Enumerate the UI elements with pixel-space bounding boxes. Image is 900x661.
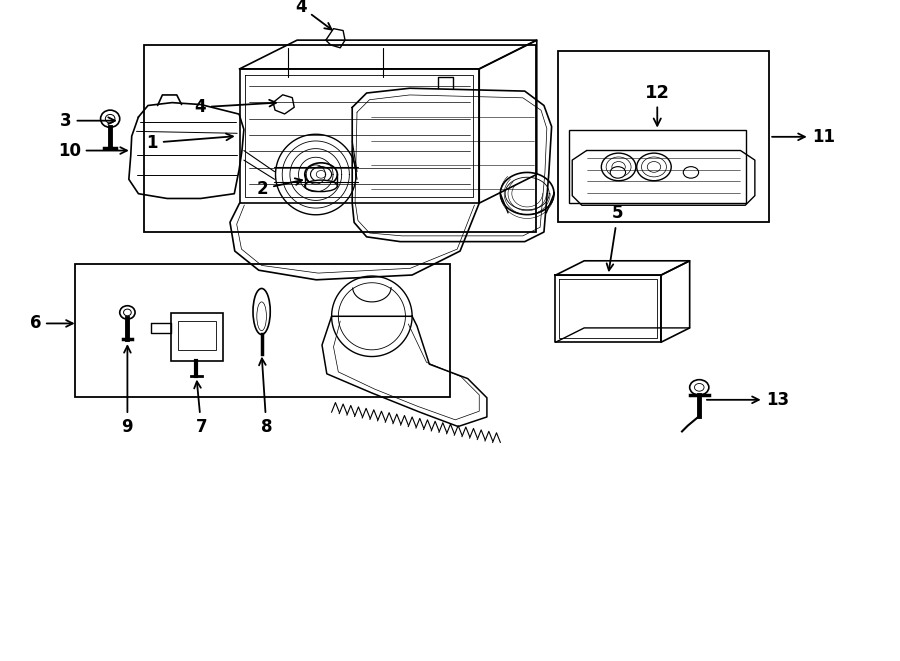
Ellipse shape	[305, 180, 338, 192]
Bar	[75, 264, 450, 397]
Ellipse shape	[610, 167, 626, 178]
Ellipse shape	[305, 163, 338, 186]
Ellipse shape	[253, 288, 270, 334]
Bar	[569, 130, 746, 204]
Ellipse shape	[601, 153, 636, 180]
Bar	[178, 321, 216, 350]
Text: 9: 9	[122, 346, 133, 436]
Text: 2: 2	[256, 178, 302, 198]
Text: 10: 10	[58, 141, 127, 159]
Text: 13: 13	[706, 391, 789, 408]
Text: 8: 8	[259, 358, 272, 436]
Ellipse shape	[101, 110, 120, 128]
Bar	[558, 52, 770, 222]
Bar	[144, 45, 536, 232]
Text: 12: 12	[644, 84, 670, 126]
Text: 4: 4	[295, 0, 331, 30]
Bar	[170, 313, 223, 362]
Text: 11: 11	[772, 128, 835, 146]
Text: 1: 1	[147, 134, 233, 152]
Text: 7: 7	[194, 381, 207, 436]
Text: 4: 4	[194, 98, 276, 116]
Text: 3: 3	[60, 112, 115, 130]
Ellipse shape	[636, 153, 671, 180]
Text: 5: 5	[607, 204, 624, 270]
Text: 6: 6	[30, 315, 73, 332]
Ellipse shape	[120, 306, 135, 319]
Ellipse shape	[689, 379, 709, 395]
Ellipse shape	[683, 167, 698, 178]
